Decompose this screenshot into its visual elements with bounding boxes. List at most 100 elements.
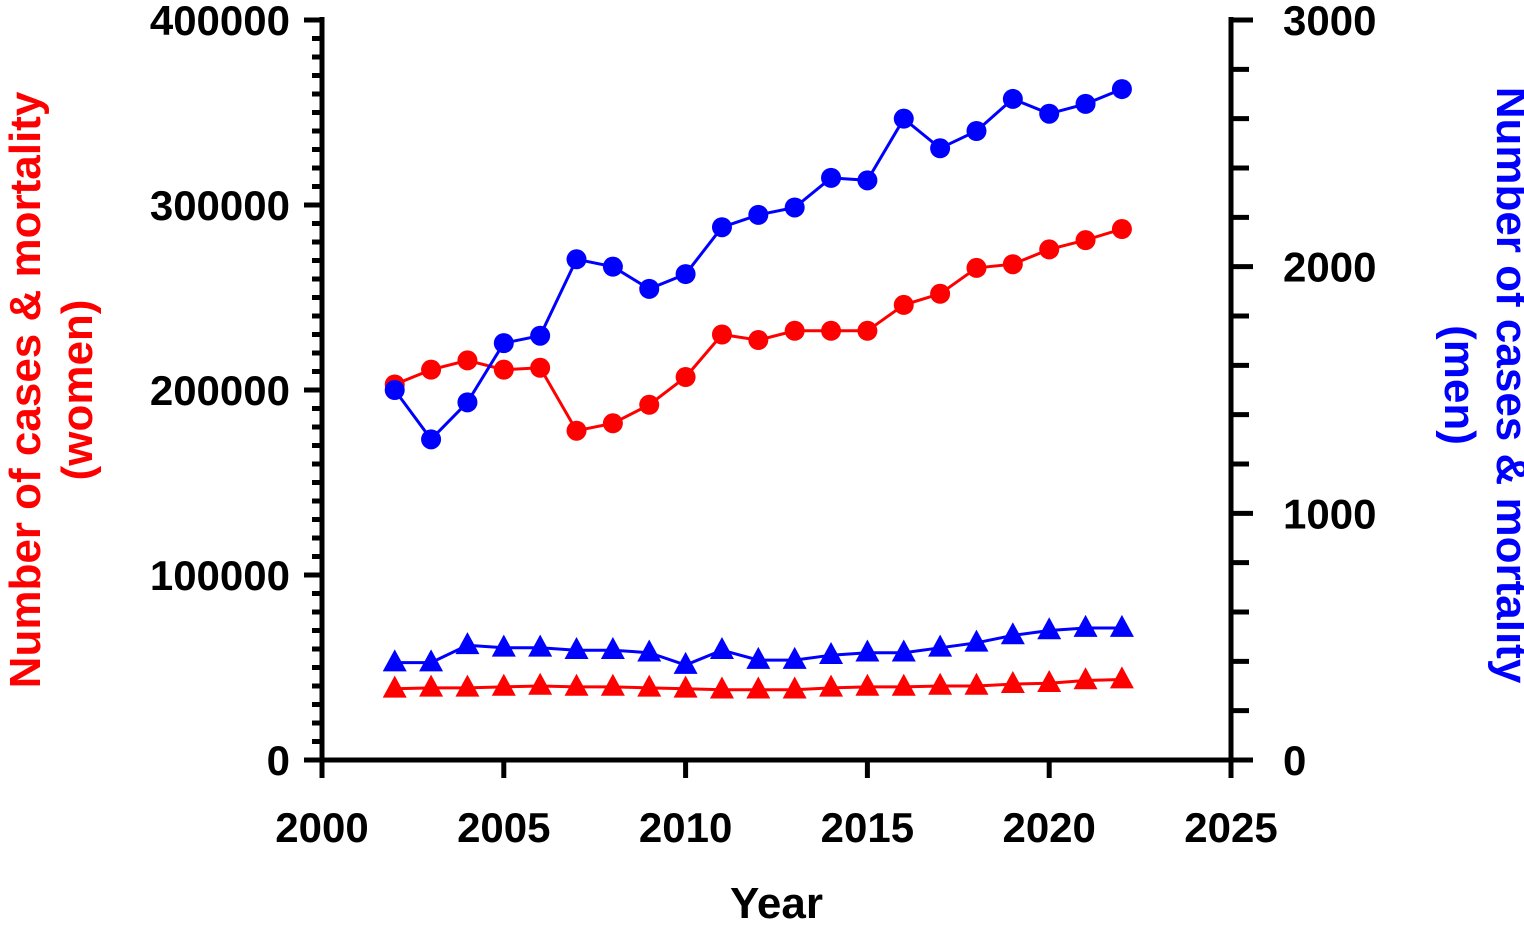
x-tick-label: 2005 — [457, 804, 550, 851]
data-point-triangle — [964, 672, 989, 695]
data-point-triangle — [1073, 614, 1098, 637]
data-point-triangle — [382, 649, 407, 672]
data-point-circle — [493, 333, 514, 354]
data-point-circle — [784, 197, 805, 218]
y-left-tick-label: 100000 — [150, 552, 290, 599]
data-point-circle — [457, 392, 478, 413]
data-point-triangle — [1109, 614, 1134, 637]
x-tick-label: 2015 — [821, 804, 914, 851]
data-point-triangle — [455, 674, 480, 697]
data-point-triangle — [709, 637, 734, 660]
data-point-circle — [1111, 79, 1132, 100]
data-point-triangle — [928, 634, 953, 657]
y-right-tick-label: 2000 — [1283, 244, 1376, 291]
data-point-circle — [1075, 93, 1096, 114]
data-point-triangle — [1109, 666, 1134, 689]
y-left-axis-title-line: Number of cases & mortality — [1, 91, 50, 688]
data-point-circle — [966, 121, 987, 141]
data-point-triangle — [673, 651, 698, 674]
data-point-circle — [821, 167, 842, 188]
x-tick-label: 2020 — [1002, 804, 1095, 851]
data-point-circle — [821, 320, 842, 341]
data-point-circle — [748, 330, 769, 351]
data-point-circle — [566, 249, 587, 270]
y-right-tick-label: 1000 — [1283, 490, 1376, 537]
data-point-circle — [1111, 219, 1132, 240]
x-tick-label: 2000 — [275, 804, 368, 851]
data-point-circle — [602, 256, 623, 277]
data-point-circle — [530, 325, 551, 346]
data-point-circle — [784, 320, 805, 341]
data-point-triangle — [528, 672, 553, 695]
data-point-triangle — [819, 674, 844, 697]
data-point-circle — [421, 429, 442, 450]
data-point-circle — [639, 394, 660, 415]
data-point-circle — [1039, 103, 1060, 124]
series-layer — [382, 79, 1134, 699]
data-point-triangle — [1037, 670, 1062, 693]
data-point-triangle — [637, 639, 662, 662]
data-point-circle — [893, 294, 914, 315]
data-point-circle — [493, 359, 514, 380]
data-point-circle — [639, 278, 660, 299]
data-point-triangle — [419, 649, 444, 672]
data-point-triangle — [709, 676, 734, 699]
data-point-triangle — [528, 634, 553, 657]
data-point-triangle — [1000, 622, 1025, 645]
data-point-triangle — [782, 646, 807, 669]
x-tick-label: 2025 — [1184, 804, 1277, 851]
y-left-tick-label: 300000 — [150, 182, 290, 229]
data-point-circle — [675, 264, 696, 285]
data-point-triangle — [746, 676, 771, 699]
data-point-circle — [857, 170, 878, 191]
data-point-circle — [748, 204, 769, 225]
y-right-axis-title: Number of cases & mortality(men) — [1435, 87, 1524, 684]
data-point-triangle — [564, 637, 589, 660]
data-point-circle — [602, 413, 623, 434]
data-point-triangle — [564, 673, 589, 696]
data-point-triangle — [382, 675, 407, 698]
data-point-triangle — [455, 632, 480, 655]
data-point-circle — [930, 138, 951, 159]
y-left-tick-label: 0 — [267, 737, 290, 784]
y-left-axis-title-line: (women) — [53, 300, 102, 481]
data-point-triangle — [855, 673, 880, 696]
data-point-circle — [857, 320, 878, 341]
data-point-circle — [893, 108, 914, 129]
data-point-circle — [421, 359, 442, 380]
data-point-triangle — [964, 629, 989, 652]
data-point-circle — [1002, 254, 1023, 275]
data-point-circle — [1039, 239, 1060, 260]
data-point-triangle — [600, 673, 625, 696]
data-point-triangle — [637, 674, 662, 697]
data-point-circle — [1075, 230, 1096, 251]
data-point-triangle — [855, 639, 880, 662]
data-point-circle — [711, 324, 732, 345]
data-point-circle — [930, 283, 951, 304]
data-point-triangle — [928, 672, 953, 695]
data-point-circle — [530, 357, 551, 378]
data-point-triangle — [673, 675, 698, 698]
data-point-circle — [384, 380, 405, 400]
data-point-circle — [566, 420, 587, 441]
y-right-axis-title-line: (men) — [1435, 325, 1484, 445]
data-point-triangle — [1000, 670, 1025, 693]
data-point-triangle — [1037, 617, 1062, 640]
data-point-circle — [711, 217, 732, 238]
data-point-triangle — [419, 674, 444, 697]
data-point-triangle — [600, 637, 625, 660]
data-point-triangle — [746, 646, 771, 669]
data-point-triangle — [891, 639, 916, 662]
y-left-tick-label: 400000 — [150, 0, 290, 44]
data-point-circle — [457, 350, 478, 371]
y-right-axis-title-line: Number of cases & mortality — [1487, 87, 1524, 684]
data-point-triangle — [782, 676, 807, 699]
axes — [304, 17, 1253, 778]
data-point-circle — [1002, 88, 1023, 109]
y-left-axis-title: Number of cases & mortality(women) — [1, 91, 102, 688]
data-point-triangle — [491, 634, 516, 657]
data-point-triangle — [819, 641, 844, 664]
